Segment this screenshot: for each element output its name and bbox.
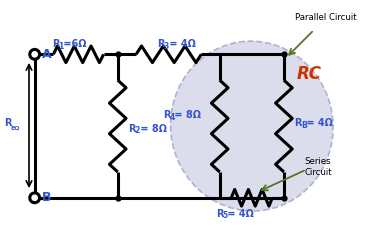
Text: = 4Ω: = 4Ω (303, 118, 333, 128)
Text: 1: 1 (58, 41, 63, 50)
Text: = 8Ω: = 8Ω (171, 110, 201, 120)
Text: RC: RC (297, 65, 322, 83)
Text: R: R (163, 110, 171, 120)
Text: Parallel Circuit: Parallel Circuit (295, 13, 357, 22)
Text: R: R (216, 209, 224, 219)
Text: R: R (157, 39, 165, 49)
Circle shape (30, 193, 39, 203)
Text: R: R (128, 124, 136, 134)
Text: 4: 4 (169, 113, 175, 122)
Text: EQ: EQ (10, 126, 20, 131)
Text: 2: 2 (135, 127, 140, 136)
Text: = 4Ω: = 4Ω (224, 209, 254, 219)
Text: R: R (52, 39, 59, 49)
Circle shape (30, 49, 39, 59)
Text: 3: 3 (164, 41, 169, 50)
Text: B: B (41, 191, 51, 204)
Text: Series
Circuit: Series Circuit (305, 157, 332, 177)
Text: A: A (41, 48, 51, 61)
Ellipse shape (171, 41, 333, 211)
Text: = 4Ω: = 4Ω (166, 39, 196, 49)
Text: R: R (4, 118, 11, 128)
Text: B: B (301, 121, 307, 130)
Text: R: R (294, 118, 302, 128)
Text: =6Ω: =6Ω (60, 39, 86, 49)
Text: = 8Ω: = 8Ω (137, 124, 167, 134)
Text: 5: 5 (222, 211, 227, 220)
